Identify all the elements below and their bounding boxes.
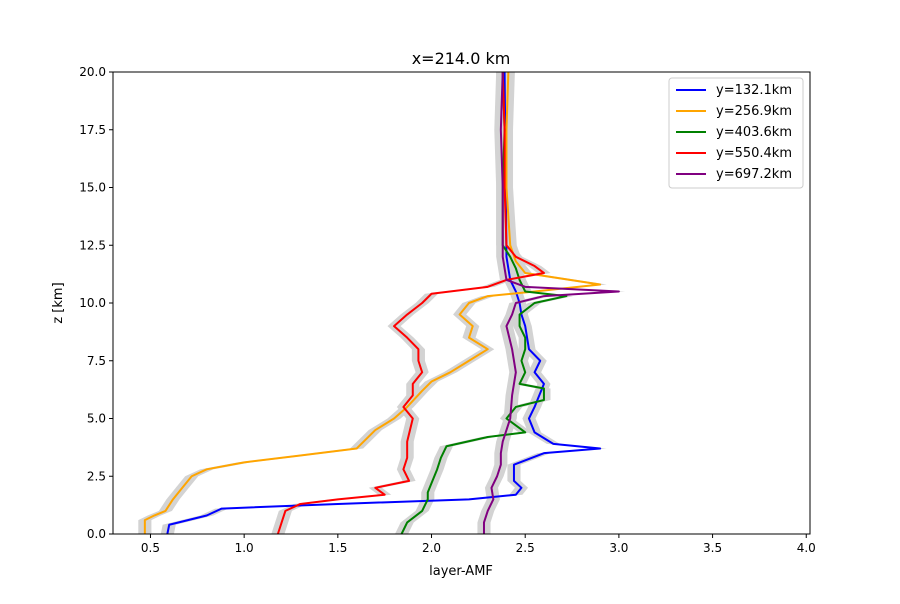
y-tick-label: 20.0 (79, 65, 106, 79)
uncertainty-band-3 (271, 72, 551, 534)
legend-label-3: y=550.4km (716, 146, 792, 161)
y-tick-label: 12.5 (79, 238, 106, 252)
series-lines (143, 71, 620, 535)
y-axis-label: z [km] (51, 282, 66, 323)
legend-label-0: y=132.1km (716, 83, 792, 98)
x-tick-label: 4.0 (797, 541, 816, 555)
legend-label-2: y=403.6km (716, 125, 792, 140)
x-tick-label: 2.0 (422, 541, 441, 555)
series-line-0 (166, 71, 602, 535)
uncertainty-band-1 (138, 72, 607, 534)
x-tick-label: 0.5 (141, 541, 160, 555)
legend-box (668, 77, 804, 189)
legend-label-1: y=256.9km (716, 104, 792, 119)
y-tick-label: 0.0 (87, 527, 106, 541)
y-tick-label: 17.5 (79, 123, 106, 137)
chart-title: x=214.0 km (412, 49, 511, 68)
y-tick-label: 7.5 (87, 354, 106, 368)
y-axis-ticks: 0.0 2.5 5.0 7.5 10.0 12.5 15.0 17.5 20.0 (79, 65, 113, 541)
y-tick-label: 10.0 (79, 296, 106, 310)
y-tick-label: 2.5 (87, 469, 106, 483)
x-tick-label: 2.5 (516, 541, 535, 555)
x-axis-label: layer-AMF (429, 564, 493, 579)
series-line-2 (400, 71, 568, 535)
x-tick-label: 3.0 (609, 541, 628, 555)
legend-label-4: y=697.2km (716, 167, 792, 182)
x-tick-label: 1.0 (235, 541, 254, 555)
x-axis-ticks: 0.5 1.0 1.5 2.0 2.5 3.0 3.5 4.0 (141, 534, 816, 555)
x-tick-label: 1.5 (328, 541, 347, 555)
legend: y=132.1km y=256.9km y=403.6km y=550.4km y=69… (668, 77, 804, 189)
y-tick-label: 15.0 (79, 181, 106, 195)
series-line-3 (276, 71, 545, 535)
y-tick-label: 5.0 (87, 412, 106, 426)
series-line-4 (482, 71, 620, 534)
x-tick-label: 3.5 (703, 541, 722, 555)
uncertainty-band-4 (477, 72, 626, 534)
